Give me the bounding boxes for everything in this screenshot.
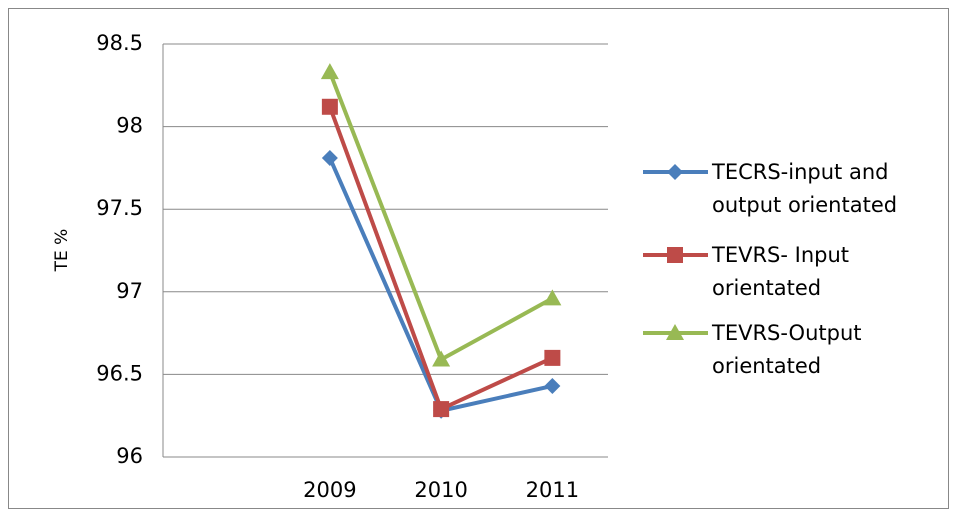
legend-marker <box>667 247 683 263</box>
y-tick-label: 97 <box>116 279 143 303</box>
x-tick-label: 2010 <box>414 478 467 502</box>
y-tick-label: 96 <box>116 444 143 468</box>
data-point <box>320 63 339 80</box>
x-tick-label: 2009 <box>303 478 356 502</box>
data-point <box>433 401 450 418</box>
legend-marker <box>666 324 684 340</box>
x-tick-label: 2011 <box>526 478 579 502</box>
data-point <box>432 350 451 367</box>
y-axis-label: TE % <box>52 229 72 273</box>
chart-border <box>8 8 949 509</box>
y-tick-label: 98.5 <box>96 31 143 55</box>
legend-label: TECRS-input and output orientated <box>712 160 898 217</box>
y-tick-label: 98 <box>116 114 143 138</box>
data-point <box>543 289 562 306</box>
data-point <box>544 349 561 366</box>
data-point <box>321 149 338 166</box>
legend-marker <box>667 164 683 180</box>
data-point <box>544 377 561 394</box>
y-tick-label: 96.5 <box>96 361 143 385</box>
y-tick-label: 97.5 <box>96 196 143 220</box>
data-point <box>321 98 338 115</box>
legend-label: TEVRS- Input orientated <box>712 243 850 300</box>
legend-label: TEVRS-Output orientated <box>712 321 862 378</box>
